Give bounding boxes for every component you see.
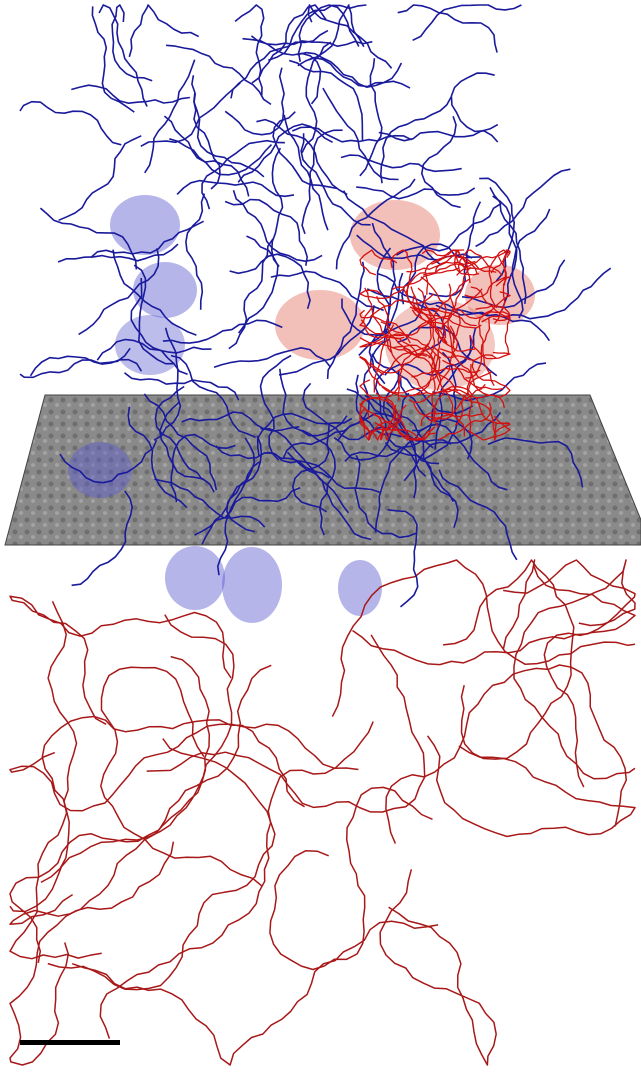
neurite xyxy=(166,45,271,104)
neurite xyxy=(380,869,496,1065)
axon-group xyxy=(10,560,635,1065)
neurite xyxy=(231,31,328,99)
neurite xyxy=(309,5,364,60)
neurite xyxy=(71,85,190,103)
soma xyxy=(133,262,197,318)
neurite xyxy=(302,130,343,234)
neurite xyxy=(229,239,273,349)
scale-bar xyxy=(20,1040,120,1045)
neurite xyxy=(10,596,231,724)
neurite xyxy=(443,560,574,759)
neurite xyxy=(476,169,571,246)
neurite xyxy=(379,125,498,141)
neurite xyxy=(503,560,635,787)
soma xyxy=(110,195,180,255)
neurite xyxy=(341,155,462,171)
neurite xyxy=(270,787,433,969)
neurite xyxy=(356,187,475,199)
neurite xyxy=(398,5,497,53)
soma-group xyxy=(165,546,382,623)
neurite xyxy=(10,842,173,1065)
neurite xyxy=(100,722,373,1039)
page: {} (() => { JSON.parse(document.getEleme… xyxy=(0,0,641,1075)
neurite xyxy=(451,73,497,142)
neurite xyxy=(284,115,328,230)
soma xyxy=(165,546,225,610)
neurite xyxy=(48,739,275,990)
neurite xyxy=(386,665,626,844)
scene xyxy=(0,0,641,1075)
neurite xyxy=(177,181,294,197)
neurite xyxy=(72,921,438,1065)
neurite xyxy=(10,665,271,963)
soma xyxy=(222,547,282,623)
soma xyxy=(338,560,382,616)
neurite xyxy=(10,601,102,958)
neurite xyxy=(20,102,121,145)
neurite xyxy=(10,657,209,925)
neurite xyxy=(145,60,195,173)
neurite xyxy=(353,560,636,665)
neurite xyxy=(298,58,410,89)
neurite xyxy=(422,116,461,207)
